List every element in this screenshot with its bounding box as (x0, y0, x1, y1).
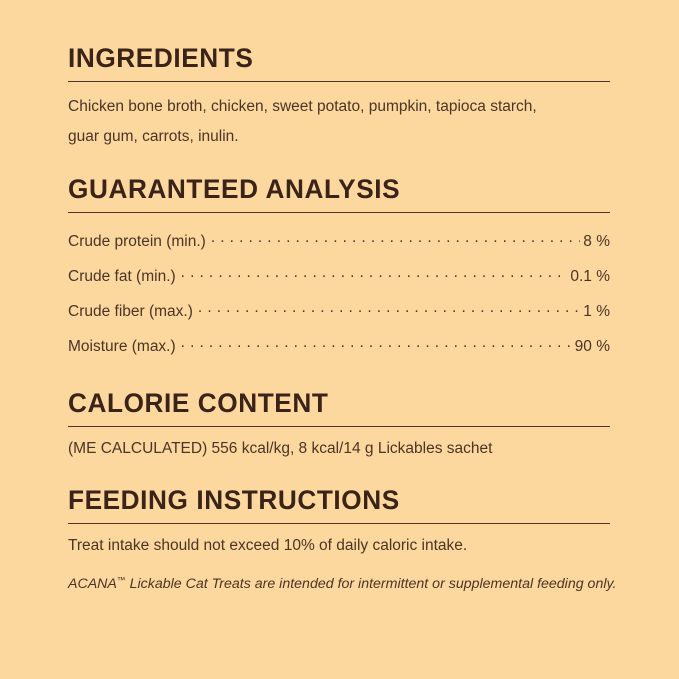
calorie-content-text: (ME CALCULATED) 556 kcal/kg, 8 kcal/14 g… (68, 439, 493, 457)
feeding-instructions-divider (68, 523, 610, 525)
dot-leader (211, 231, 580, 247)
analysis-value: 1 % (583, 303, 610, 321)
analysis-value: 8 % (583, 233, 610, 251)
guaranteed-analysis-divider (68, 211, 610, 213)
trademark-disclaimer: ACANA™ Lickable Cat Treats are intended … (68, 574, 616, 595)
analysis-row: Crude fat (min.) 0.1 % (68, 258, 610, 293)
analysis-row: Crude protein (min.) 8 % (68, 223, 610, 258)
section-calorie-content: CALORIE CONTENT (ME CALCULATED) 556 kcal… (68, 387, 610, 460)
analysis-label: Crude fiber (max.) (68, 303, 193, 321)
brand-name: ACANA (68, 575, 117, 592)
analysis-label: Crude fat (min.) (68, 268, 176, 286)
spacer (68, 460, 610, 486)
calorie-content-heading: CALORIE CONTENT (68, 387, 329, 418)
section-guaranteed-analysis: GUARANTEED ANALYSIS Crude protein (min.)… (68, 173, 610, 363)
calorie-content-divider (68, 425, 610, 427)
ingredients-heading: INGREDIENTS (68, 43, 254, 73)
ingredients-line-2: guar gum, carrots, inulin. (68, 128, 239, 146)
spacer (68, 363, 610, 389)
section-ingredients: INGREDIENTS Chicken bone broth, chicken,… (68, 43, 610, 153)
ingredients-line-1: Chicken bone broth, chicken, sweet potat… (68, 98, 537, 116)
ingredients-divider (68, 81, 610, 83)
section-feeding-instructions: FEEDING INSTRUCTIONS Treat intake should… (68, 485, 616, 595)
disclaimer-text: Lickable Cat Treats are intended for int… (125, 575, 617, 592)
feeding-instructions-heading: FEEDING INSTRUCTIONS (68, 485, 400, 516)
analysis-value: 90 % (574, 338, 610, 356)
trademark-icon: ™ (116, 574, 126, 585)
dot-leader (181, 336, 572, 352)
pet-food-label: INGREDIENTS Chicken bone broth, chicken,… (68, 43, 616, 595)
dot-leader (198, 301, 580, 317)
spacer (68, 558, 610, 574)
spacer (68, 153, 610, 175)
analysis-label: Moisture (max.) (68, 338, 176, 356)
analysis-row: Crude fiber (max.) 1 % (68, 293, 610, 328)
analysis-row: Moisture (max.) 90 % (68, 328, 610, 363)
dot-leader (181, 266, 568, 282)
feeding-instructions-text: Treat intake should not exceed 10% of da… (68, 537, 468, 555)
analysis-value: 0.1 % (570, 268, 610, 286)
analysis-label: Crude protein (min.) (68, 233, 206, 251)
guaranteed-analysis-list: Crude protein (min.) 8 % Crude fat (min.… (68, 223, 610, 363)
guaranteed-analysis-heading: GUARANTEED ANALYSIS (68, 173, 401, 204)
